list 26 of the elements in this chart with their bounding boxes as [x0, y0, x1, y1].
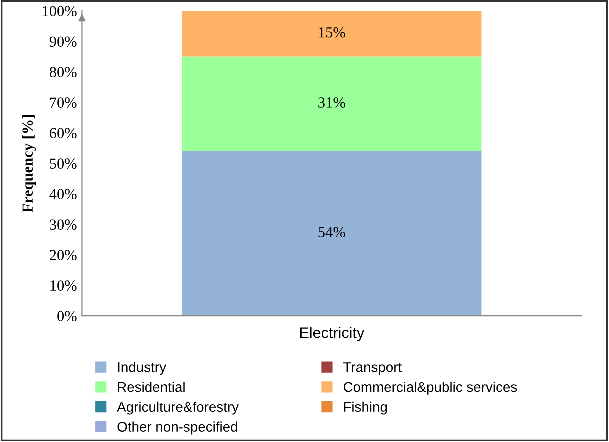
legend-label: Commercial&public services: [344, 382, 518, 395]
y-tick-label: 90%: [50, 36, 77, 48]
bar: [182, 11, 482, 57]
y-tick-label: 60%: [50, 128, 77, 139]
legend-label: Transport: [344, 362, 402, 376]
y-tick-label: 20%: [50, 250, 77, 261]
bar: [182, 151, 482, 316]
y-tick-label: 80%: [50, 67, 77, 78]
legend-label: Other non-specified: [118, 422, 238, 435]
y-tick-label: 30%: [50, 220, 77, 230]
y-tick-label: 100%: [43, 6, 77, 17]
bar: [182, 56, 482, 152]
legend-label: Fishing: [344, 402, 388, 415]
legend-label: Agriculture&forestry: [117, 402, 240, 415]
legend-label: Industry: [118, 362, 166, 376]
y-tick-label: 0%: [58, 311, 77, 322]
data-label: 31%: [318, 98, 346, 108]
y-tick-label: 10%: [50, 280, 77, 292]
y-tick-label: 70%: [50, 98, 77, 108]
y-axis-title: Frequency [%]: [22, 115, 36, 213]
y-tick-label: 40%: [50, 189, 77, 200]
y-tick-label: 50%: [50, 158, 77, 170]
legend-label: Residential: [118, 382, 185, 392]
x-tick-label: Electricity: [300, 327, 365, 342]
data-label: 15%: [319, 27, 346, 38]
data-label: 54%: [318, 227, 346, 238]
